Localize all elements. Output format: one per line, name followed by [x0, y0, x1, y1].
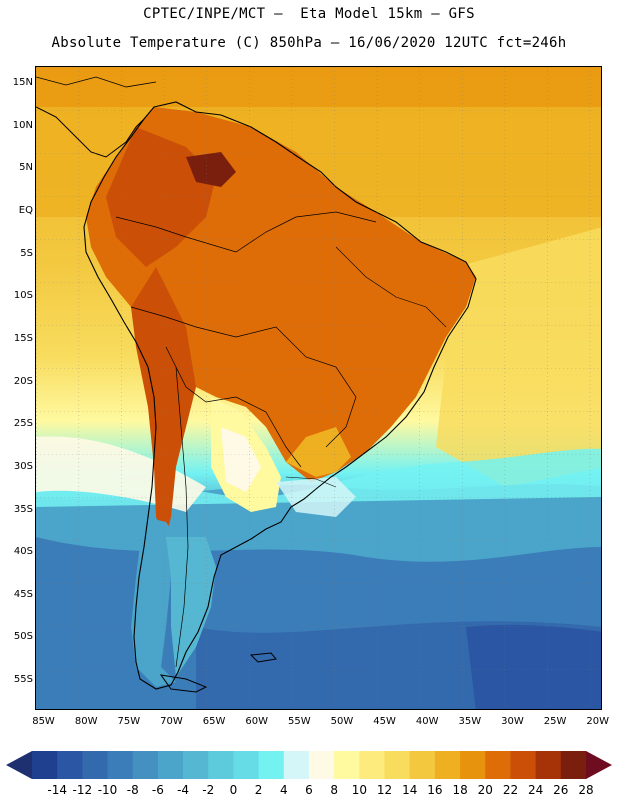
- lon-tick-label: 55W: [288, 716, 311, 727]
- colorbar-tick-label: -8: [126, 783, 139, 797]
- colorbar-tick-label: -2: [202, 783, 215, 797]
- lon-tick-label: 25W: [543, 716, 567, 727]
- colorbar-tick-label: -4: [177, 783, 190, 797]
- colorbar-swatch: [535, 751, 562, 779]
- lon-tick-label: 45W: [373, 716, 396, 727]
- colorbar-swatch: [57, 751, 83, 779]
- colorbar-swatch: [359, 751, 386, 779]
- temperature-map[interactable]: [35, 66, 602, 710]
- colorbar-swatch: [510, 751, 537, 779]
- lat-tick-label: 20S: [13, 375, 33, 387]
- colorbar-swatch: [384, 751, 411, 779]
- colorbar-tick-label: 6: [305, 783, 313, 797]
- colorbar-tick-label: -14: [47, 783, 67, 797]
- colorbar-swatch: [409, 751, 436, 779]
- colorbar-swatch: [157, 751, 184, 779]
- lon-tick-label: 70W: [160, 716, 183, 727]
- lon-tick-label: 65W: [202, 716, 226, 727]
- colorbar-swatch: [208, 751, 234, 779]
- lon-tick-label: 40W: [415, 716, 439, 727]
- colorbar-over-arrow: [586, 751, 612, 779]
- colorbar-under-arrow: [6, 751, 32, 779]
- colorbar-tick-label: 8: [330, 783, 338, 797]
- lon-tick-label: 30W: [501, 716, 524, 727]
- colorbar-tick-label: 0: [229, 783, 238, 797]
- colorbar-tick-label: 16: [427, 783, 443, 797]
- lat-tick-label: 10N: [12, 119, 33, 131]
- colorbar-tick-label: 24: [527, 783, 544, 797]
- graticule: [36, 67, 601, 709]
- colorbar-tick-label: 2: [254, 783, 263, 797]
- colorbar-tick-label: 4: [279, 783, 288, 797]
- colorbar-tick-label: -6: [151, 783, 164, 797]
- lon-tick-label: 75W: [117, 716, 141, 727]
- colorbar-tick-label: -10: [97, 783, 118, 797]
- lat-tick-label: 55S: [13, 674, 33, 686]
- lat-tick-label: EQ: [18, 205, 33, 216]
- colorbar-swatch: [283, 751, 310, 779]
- lat-tick-label: 15N: [12, 77, 33, 89]
- colorbar-swatch: [107, 751, 134, 779]
- colorbar-tick-label: 26: [553, 783, 569, 797]
- colorbar-tick-label: 28: [578, 783, 594, 797]
- colorbar-swatch: [233, 751, 260, 779]
- colorbar-swatch: [132, 751, 159, 779]
- colorbar-swatch: [183, 751, 209, 779]
- colorbar-swatch: [434, 751, 461, 779]
- colorbar-swatch: [258, 751, 285, 779]
- colorbar-swatch: [309, 751, 335, 779]
- lat-tick-label: 40S: [13, 546, 33, 558]
- colorbar-swatch: [485, 751, 511, 779]
- lat-tick-label: 15S: [13, 332, 33, 344]
- colorbar-tick-label: 10: [351, 783, 367, 797]
- colorbar-tick-label: 14: [402, 783, 418, 797]
- lat-tick-label: 5S: [20, 247, 33, 259]
- lon-tick-label: 60W: [245, 716, 268, 727]
- colorbar-swatch: [334, 751, 360, 779]
- colorbar-swatch: [460, 751, 486, 779]
- colorbar-swatch: [32, 751, 58, 779]
- lat-tick-label: 50S: [13, 631, 33, 643]
- lat-tick-label: 30S: [13, 460, 33, 472]
- lon-tick-label: 85W: [32, 716, 55, 727]
- temperature-field-svg: [36, 67, 601, 709]
- map-title-line1: CPTEC/INPE/MCT – Eta Model 15km – GFS: [143, 6, 475, 22]
- lon-tick-label: 20W: [586, 716, 610, 727]
- lat-tick-label: 5N: [19, 162, 33, 174]
- lon-tick-label: 80W: [74, 716, 98, 727]
- temperature-colorbar: [6, 751, 612, 779]
- lat-tick-label: 45S: [13, 588, 33, 600]
- lon-tick-label: 50W: [330, 716, 354, 727]
- lat-tick-label: 25S: [13, 418, 33, 430]
- colorbar-tick-label: 20: [477, 783, 493, 797]
- lon-tick-label: 35W: [458, 716, 482, 727]
- colorbar-tick-label: 12: [376, 783, 393, 797]
- colorbar-tick-label: 18: [452, 783, 468, 797]
- lat-tick-label: 35S: [13, 503, 33, 515]
- colorbar-tick-label: -12: [72, 783, 93, 797]
- colorbar-swatch: [560, 751, 587, 779]
- colorbar-tick-label: 22: [502, 783, 519, 797]
- lat-tick-label: 10S: [13, 290, 33, 302]
- map-title-line2: Absolute Temperature (C) 850hPa – 16/06/…: [51, 35, 567, 51]
- colorbar-swatch: [82, 751, 109, 779]
